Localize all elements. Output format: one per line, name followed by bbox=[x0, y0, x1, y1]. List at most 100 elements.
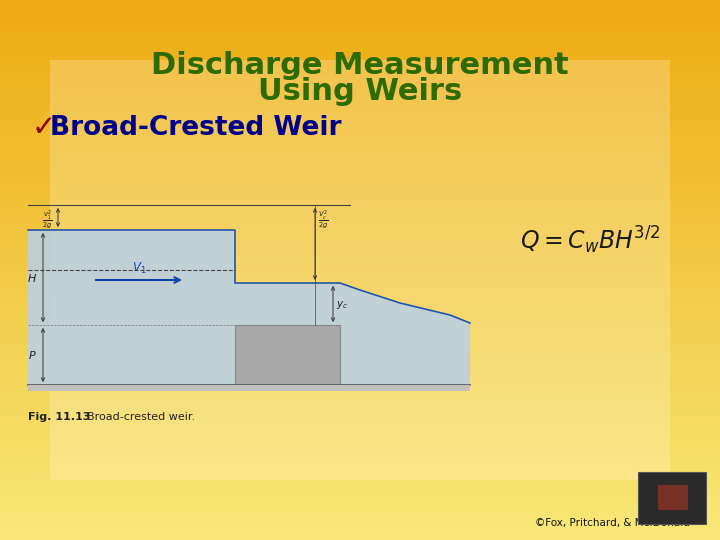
Bar bbox=[0, 517, 720, 518]
Bar bbox=[0, 247, 720, 248]
Bar bbox=[0, 347, 720, 349]
Bar bbox=[0, 317, 720, 319]
Bar bbox=[0, 245, 720, 247]
Bar bbox=[0, 301, 720, 302]
Bar bbox=[0, 268, 720, 270]
Bar bbox=[0, 241, 720, 243]
Bar bbox=[0, 363, 720, 366]
Bar bbox=[0, 167, 720, 169]
Bar bbox=[0, 265, 720, 266]
Bar bbox=[0, 326, 720, 328]
Bar bbox=[0, 76, 720, 77]
Bar bbox=[0, 166, 720, 167]
Bar bbox=[0, 47, 720, 49]
Bar bbox=[0, 309, 720, 312]
Bar bbox=[0, 382, 720, 383]
Bar bbox=[0, 81, 720, 83]
Bar bbox=[0, 308, 720, 309]
Bar bbox=[0, 18, 720, 20]
Bar bbox=[0, 508, 720, 509]
Bar bbox=[0, 74, 720, 76]
Bar bbox=[0, 342, 720, 344]
Text: Fig. 11.13: Fig. 11.13 bbox=[28, 412, 91, 422]
Bar bbox=[0, 387, 720, 389]
Bar bbox=[0, 4, 720, 5]
Bar bbox=[0, 349, 720, 351]
Bar bbox=[0, 86, 720, 88]
Bar bbox=[0, 29, 720, 31]
Bar bbox=[0, 434, 720, 436]
Bar bbox=[0, 394, 720, 396]
Bar bbox=[0, 474, 720, 475]
Bar bbox=[0, 146, 720, 147]
Bar bbox=[0, 501, 720, 502]
Bar bbox=[0, 428, 720, 430]
Bar bbox=[0, 140, 720, 142]
Bar bbox=[0, 49, 720, 50]
Text: $Q = C_wBH^{3/2}$: $Q = C_wBH^{3/2}$ bbox=[520, 224, 660, 256]
Bar bbox=[0, 178, 720, 180]
Bar bbox=[0, 258, 720, 259]
Bar bbox=[0, 65, 720, 66]
Bar bbox=[0, 58, 720, 59]
Bar bbox=[0, 227, 720, 228]
Bar bbox=[0, 174, 720, 177]
Bar bbox=[0, 353, 720, 355]
Bar bbox=[0, 113, 720, 115]
Bar bbox=[0, 471, 720, 474]
Bar bbox=[0, 70, 720, 72]
Bar bbox=[0, 524, 720, 525]
Bar bbox=[0, 5, 720, 7]
Bar bbox=[0, 69, 720, 70]
FancyBboxPatch shape bbox=[50, 60, 670, 480]
Bar bbox=[0, 484, 720, 486]
Bar bbox=[0, 509, 720, 511]
Bar bbox=[0, 151, 720, 153]
Bar bbox=[0, 209, 720, 211]
Bar bbox=[0, 304, 720, 306]
Bar bbox=[0, 299, 720, 301]
Bar bbox=[0, 481, 720, 482]
Bar bbox=[0, 344, 720, 346]
Bar bbox=[0, 236, 720, 238]
Bar bbox=[0, 9, 720, 11]
Bar bbox=[0, 212, 720, 214]
Bar bbox=[0, 366, 720, 367]
Bar bbox=[0, 504, 720, 506]
Bar bbox=[0, 184, 720, 185]
Bar bbox=[28, 385, 470, 391]
Bar bbox=[0, 259, 720, 261]
Bar bbox=[0, 20, 720, 22]
Bar bbox=[0, 66, 720, 69]
Bar bbox=[0, 97, 720, 99]
Bar bbox=[0, 525, 720, 528]
Bar bbox=[0, 124, 720, 126]
Bar bbox=[0, 463, 720, 464]
Bar bbox=[0, 153, 720, 155]
Bar bbox=[0, 306, 720, 308]
Bar bbox=[0, 425, 720, 427]
Bar bbox=[0, 250, 720, 252]
Bar bbox=[0, 155, 720, 157]
Bar bbox=[0, 220, 720, 221]
Bar bbox=[0, 150, 720, 151]
Bar bbox=[0, 221, 720, 223]
Bar bbox=[0, 272, 720, 274]
Bar bbox=[0, 302, 720, 304]
Bar bbox=[0, 211, 720, 212]
Bar bbox=[0, 437, 720, 439]
Bar bbox=[0, 72, 720, 74]
Bar bbox=[0, 373, 720, 374]
Bar bbox=[0, 328, 720, 329]
Bar bbox=[0, 360, 720, 362]
Bar bbox=[0, 339, 720, 340]
Bar bbox=[0, 169, 720, 171]
Bar bbox=[0, 470, 720, 471]
Bar bbox=[0, 430, 720, 432]
Text: ©Fox, Pritchard, & Mc.Donald: ©Fox, Pritchard, & Mc.Donald bbox=[535, 518, 690, 528]
Bar bbox=[0, 218, 720, 220]
Bar bbox=[0, 277, 720, 279]
Bar bbox=[0, 369, 720, 371]
Bar bbox=[0, 502, 720, 504]
Bar bbox=[0, 7, 720, 9]
